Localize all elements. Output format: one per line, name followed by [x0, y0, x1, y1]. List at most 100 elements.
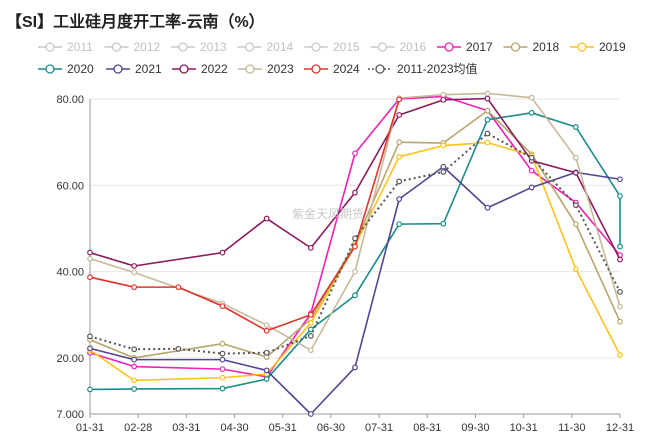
data-point-2011-2023均值: [484, 130, 491, 137]
data-point-2020: [572, 124, 579, 130]
legend-label: 2015: [333, 40, 360, 54]
data-point-2022: [307, 244, 314, 251]
legend-swatch-marker: [444, 42, 454, 52]
legend-swatch-marker: [244, 42, 255, 52]
data-point-2024: [352, 243, 358, 250]
data-point-2019: [617, 351, 623, 358]
data-point-2021: [87, 345, 93, 352]
data-point-2023: [352, 268, 358, 275]
legend-swatch-marker: [311, 42, 321, 52]
x-tick-label: 08-31: [413, 422, 441, 434]
legend-item-2011[interactable]: 2011: [38, 40, 93, 54]
x-tick-label: 03-31: [172, 422, 200, 434]
data-point-2018: [219, 340, 226, 347]
series-line-2018: [89, 109, 621, 359]
legend-item-2020[interactable]: 2020: [38, 62, 94, 76]
data-point-2023: [617, 303, 623, 310]
data-point-2024: [396, 96, 403, 103]
legend-item-2011-2023均值[interactable]: 2011-2023均值: [368, 61, 478, 76]
data-point-2021: [263, 367, 270, 374]
series-line-2021: [89, 165, 621, 415]
data-point-2020: [87, 386, 93, 393]
data-point-2011-2023均值: [263, 349, 270, 356]
data-point-2011-2023均值: [617, 288, 623, 295]
data-point-2017: [131, 363, 138, 370]
legend-label: 2016: [400, 40, 427, 54]
data-point-2022: [263, 215, 270, 222]
data-point-2020: [263, 376, 270, 382]
legend-item-2015[interactable]: 2015: [304, 40, 360, 54]
legend-swatch-marker: [113, 64, 123, 74]
series-line-2019: [89, 141, 621, 382]
legend-swatch-marker: [510, 42, 521, 52]
legend-swatch-marker: [377, 42, 388, 52]
legend-item-2021[interactable]: 2021: [106, 62, 162, 76]
data-point-2022: [440, 96, 447, 103]
legend-swatch-marker: [111, 42, 122, 52]
data-point-2023: [87, 255, 93, 262]
legend-label: 2011: [67, 40, 93, 54]
data-point-2021: [617, 176, 623, 183]
data-point-2023: [440, 91, 447, 98]
chart-title: 【SI】工业硅月度开工率-云南（%）: [6, 14, 265, 31]
data-point-2020: [484, 116, 491, 123]
data-point-2019: [440, 142, 447, 149]
data-point-2024: [175, 284, 182, 291]
data-point-2020: [352, 292, 358, 299]
data-point-2024: [263, 327, 270, 334]
data-point-2020: [617, 193, 623, 199]
legend-item-2012[interactable]: 2012: [104, 40, 161, 54]
x-tick-label: 02-28: [124, 422, 152, 434]
x-tick-label: 01-31: [76, 422, 104, 434]
data-point-2022: [572, 169, 579, 176]
y-tick-label: 7.000: [56, 409, 84, 421]
data-point-2021: [528, 184, 535, 191]
data-point-2020: [396, 221, 403, 228]
legend-item-2017[interactable]: 2017: [437, 40, 493, 54]
series-line-2022: [89, 97, 621, 267]
legend-label: 2022: [201, 62, 228, 76]
x-tick-label: 12-31: [606, 422, 634, 434]
legend-item-2016[interactable]: 2016: [370, 40, 427, 54]
series-layer: [87, 90, 623, 417]
legend-item-2019[interactable]: 2019: [570, 40, 626, 54]
data-point-2019: [396, 153, 403, 160]
legend-label: 2011-2023均值: [397, 61, 478, 76]
legend-label: 2018: [533, 40, 560, 54]
data-point-2023: [131, 269, 138, 276]
watermark: 紫金天风期货: [292, 207, 365, 221]
data-point-2022: [617, 256, 623, 263]
data-point-2020: [307, 326, 314, 333]
data-point-2021: [352, 364, 358, 371]
legend-item-2013[interactable]: 2013: [171, 40, 227, 54]
legend-item-2018[interactable]: 2018: [503, 40, 560, 54]
legend-label: 2020: [67, 62, 94, 76]
data-point-2023: [484, 90, 491, 97]
legend-item-2024[interactable]: 2024: [304, 62, 360, 76]
x-tick-label: 11-30: [558, 422, 585, 434]
data-point-2023: [528, 94, 535, 101]
legend: 2011 2012 2013 2014 2015 2016 2017 2018 2019 2020…: [38, 40, 626, 76]
data-point-2011-2023均值: [307, 332, 314, 339]
legend-label: 2013: [200, 40, 227, 54]
legend-label: 2021: [135, 62, 162, 76]
data-point-2024: [219, 303, 226, 310]
legend-item-2014[interactable]: 2014: [237, 40, 294, 54]
legend-swatch-marker: [311, 64, 321, 74]
data-point-2022: [396, 112, 403, 118]
data-point-2022: [484, 95, 491, 102]
legend-item-2023[interactable]: 2023: [238, 62, 294, 76]
legend-item-2022[interactable]: 2022: [172, 62, 228, 76]
y-tick-label: 20.00: [56, 353, 84, 365]
x-tick-label: 07-31: [365, 422, 393, 434]
data-point-2020: [617, 243, 623, 250]
data-point-2019: [307, 320, 314, 326]
data-point-2017: [352, 150, 358, 157]
legend-swatch-marker: [178, 42, 188, 52]
data-point-2022: [87, 249, 93, 256]
data-point-2024: [87, 274, 93, 281]
legend-swatch-marker: [577, 42, 587, 52]
data-point-2011-2023均值: [87, 333, 93, 340]
legend-swatch-marker: [45, 42, 55, 52]
